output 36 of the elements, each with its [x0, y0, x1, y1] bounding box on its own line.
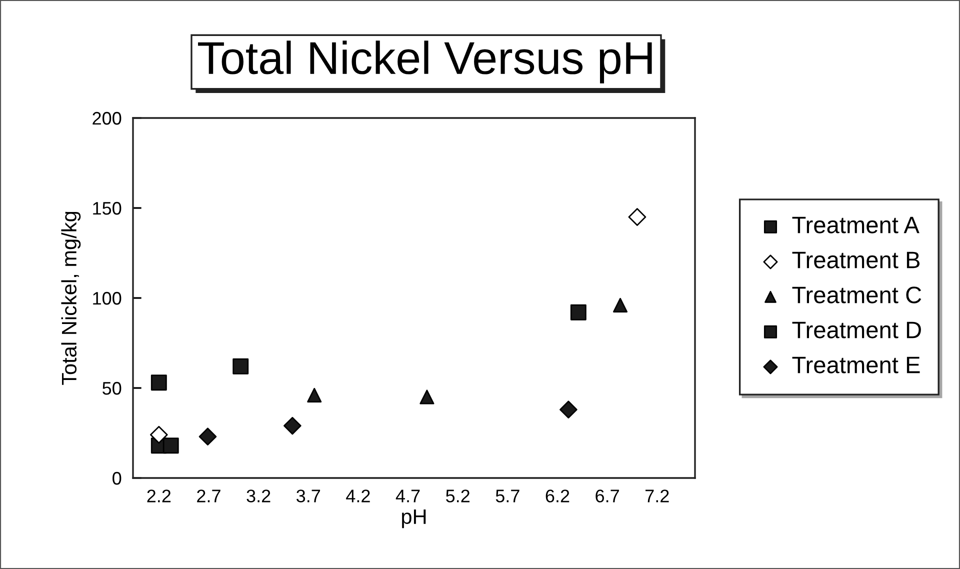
x-tick-label: 6.2 [546, 490, 570, 502]
point [162, 438, 179, 454]
point [560, 400, 578, 419]
y-tick-label: 200 [92, 112, 122, 125]
point [612, 298, 628, 312]
x-tick-label: 2.7 [197, 490, 220, 502]
x-axis-title: pH [402, 509, 426, 528]
point [150, 426, 168, 444]
y-axis-title: Total Nickel, mg/kg [61, 212, 81, 385]
x-tick-label: 7.2 [646, 490, 669, 502]
point [420, 390, 434, 404]
chart-title: Total Nickel Versus pH [198, 40, 652, 84]
legend-label: Treatment D [792, 322, 921, 338]
point [232, 358, 249, 374]
point [150, 374, 167, 391]
x-tick-label: 6.7 [596, 490, 619, 502]
legend-label: Treatment A [792, 216, 920, 234]
legend-label: Treatment B [792, 252, 920, 268]
y-tick-label: 150 [93, 202, 122, 215]
y-tick-label: 50 [102, 382, 122, 395]
point [284, 416, 302, 435]
x-tick-label: 3.7 [296, 490, 320, 502]
legend-label: Treatment E [792, 356, 920, 374]
x-tick-label: 2.2 [147, 490, 171, 502]
point [198, 428, 217, 446]
x-tick-label: 4.2 [346, 490, 370, 502]
x-tick-label: 4.7 [396, 490, 420, 502]
legend-label: Treatment C [792, 286, 922, 304]
x-tick-label: 5.7 [496, 490, 520, 502]
point [628, 208, 646, 226]
x-tick-label: 3.2 [246, 490, 270, 502]
y-tick-label: 0 [112, 472, 122, 485]
x-tick-label: 5.2 [446, 490, 470, 502]
point [570, 304, 586, 320]
y-tick-label: 100 [93, 292, 122, 305]
point [307, 388, 322, 402]
